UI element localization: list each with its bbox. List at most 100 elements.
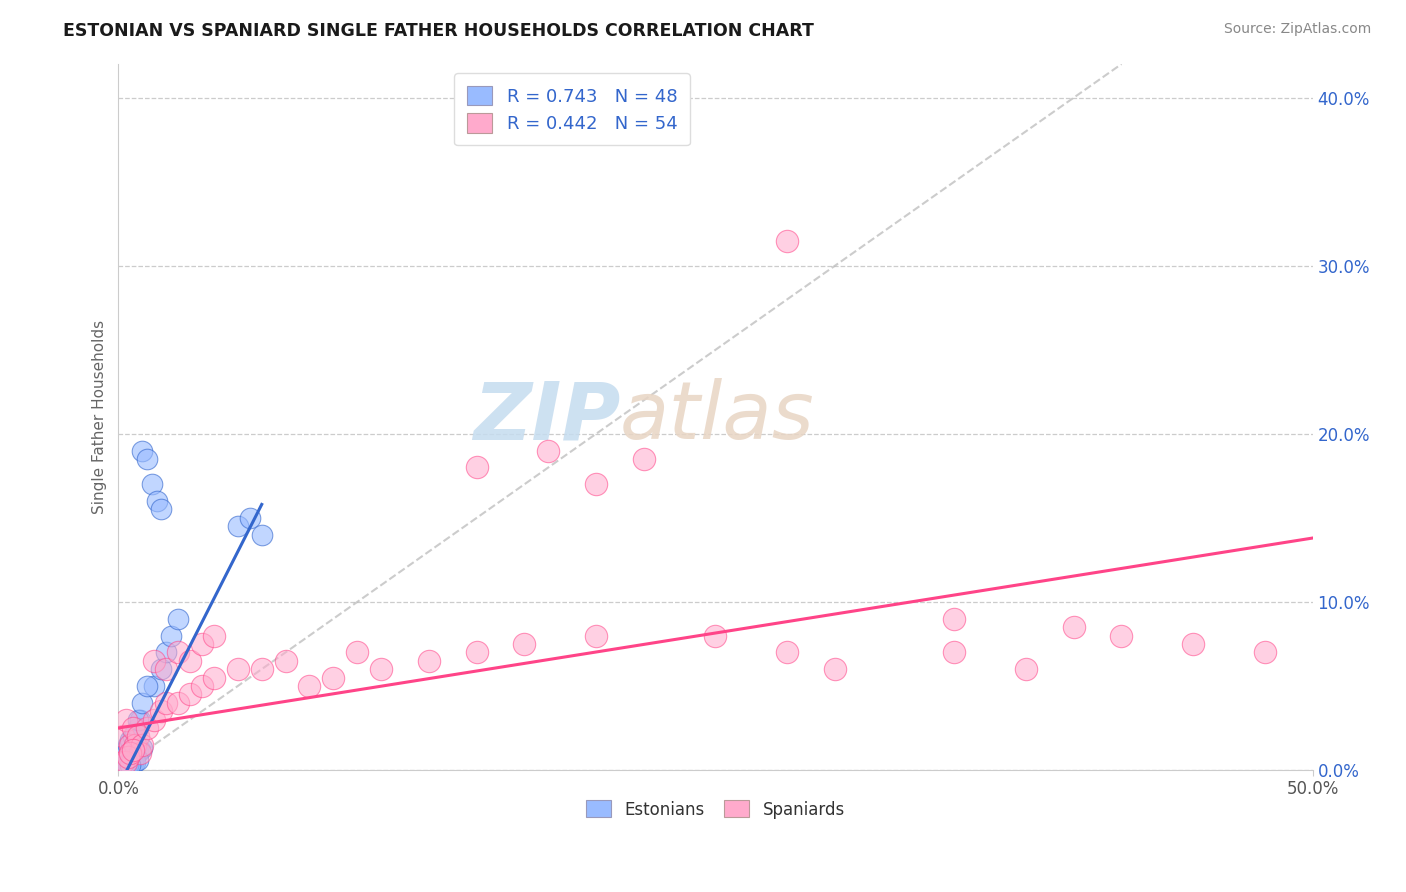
Point	[120, 732, 142, 747]
Point	[127, 721, 149, 735]
Point	[250, 662, 273, 676]
Point	[191, 679, 214, 693]
Point	[167, 612, 190, 626]
Point	[943, 645, 966, 659]
Point	[179, 687, 201, 701]
Point	[150, 704, 173, 718]
Point	[124, 755, 146, 769]
Point	[112, 746, 135, 760]
Point	[150, 502, 173, 516]
Point	[1182, 637, 1205, 651]
Point	[117, 749, 139, 764]
Point	[179, 654, 201, 668]
Point	[124, 749, 146, 764]
Point	[1254, 645, 1277, 659]
Point	[167, 696, 190, 710]
Point	[127, 713, 149, 727]
Point	[776, 645, 799, 659]
Point	[537, 443, 560, 458]
Point	[127, 730, 149, 744]
Point	[131, 696, 153, 710]
Point	[114, 758, 136, 772]
Point	[114, 713, 136, 727]
Point	[114, 758, 136, 772]
Point	[112, 755, 135, 769]
Point	[114, 743, 136, 757]
Point	[191, 637, 214, 651]
Point	[346, 645, 368, 659]
Point	[143, 679, 166, 693]
Y-axis label: Single Father Households: Single Father Households	[93, 320, 107, 514]
Point	[120, 738, 142, 752]
Point	[202, 628, 225, 642]
Point	[1015, 662, 1038, 676]
Point	[136, 452, 159, 467]
Point	[121, 721, 143, 735]
Point	[167, 645, 190, 659]
Point	[322, 671, 344, 685]
Point	[465, 645, 488, 659]
Point	[120, 746, 142, 760]
Point	[704, 628, 727, 642]
Point	[131, 738, 153, 752]
Point	[776, 234, 799, 248]
Point	[585, 477, 607, 491]
Point	[145, 494, 167, 508]
Point	[465, 460, 488, 475]
Point	[418, 654, 440, 668]
Point	[120, 756, 142, 771]
Point	[239, 511, 262, 525]
Point	[226, 662, 249, 676]
Point	[129, 743, 152, 757]
Text: ESTONIAN VS SPANIARD SINGLE FATHER HOUSEHOLDS CORRELATION CHART: ESTONIAN VS SPANIARD SINGLE FATHER HOUSE…	[63, 22, 814, 40]
Point	[112, 759, 135, 773]
Point	[274, 654, 297, 668]
Point	[150, 662, 173, 676]
Point	[117, 758, 139, 772]
Point	[370, 662, 392, 676]
Point	[117, 756, 139, 771]
Point	[120, 755, 142, 769]
Point	[226, 519, 249, 533]
Point	[633, 452, 655, 467]
Text: atlas: atlas	[620, 378, 814, 456]
Point	[120, 749, 142, 764]
Point	[124, 746, 146, 760]
Point	[155, 645, 177, 659]
Legend: Estonians, Spaniards: Estonians, Spaniards	[579, 794, 852, 825]
Point	[136, 679, 159, 693]
Point	[943, 612, 966, 626]
Text: ZIP: ZIP	[472, 378, 620, 456]
Point	[112, 755, 135, 769]
Point	[117, 751, 139, 765]
Point	[121, 756, 143, 771]
Point	[143, 713, 166, 727]
Point	[131, 741, 153, 756]
Point	[114, 753, 136, 767]
Point	[513, 637, 536, 651]
Point	[141, 477, 163, 491]
Point	[1111, 628, 1133, 642]
Point	[585, 628, 607, 642]
Point	[1063, 620, 1085, 634]
Point	[124, 738, 146, 752]
Point	[117, 758, 139, 772]
Point	[114, 759, 136, 773]
Point	[127, 753, 149, 767]
Point	[121, 747, 143, 762]
Point	[121, 743, 143, 757]
Point	[129, 746, 152, 760]
Point	[143, 654, 166, 668]
Point	[155, 696, 177, 710]
Point	[824, 662, 846, 676]
Point	[202, 671, 225, 685]
Point	[160, 628, 183, 642]
Point	[131, 443, 153, 458]
Point	[250, 527, 273, 541]
Point	[112, 730, 135, 744]
Point	[155, 662, 177, 676]
Point	[117, 738, 139, 752]
Point	[136, 721, 159, 735]
Point	[124, 726, 146, 740]
Point	[127, 744, 149, 758]
